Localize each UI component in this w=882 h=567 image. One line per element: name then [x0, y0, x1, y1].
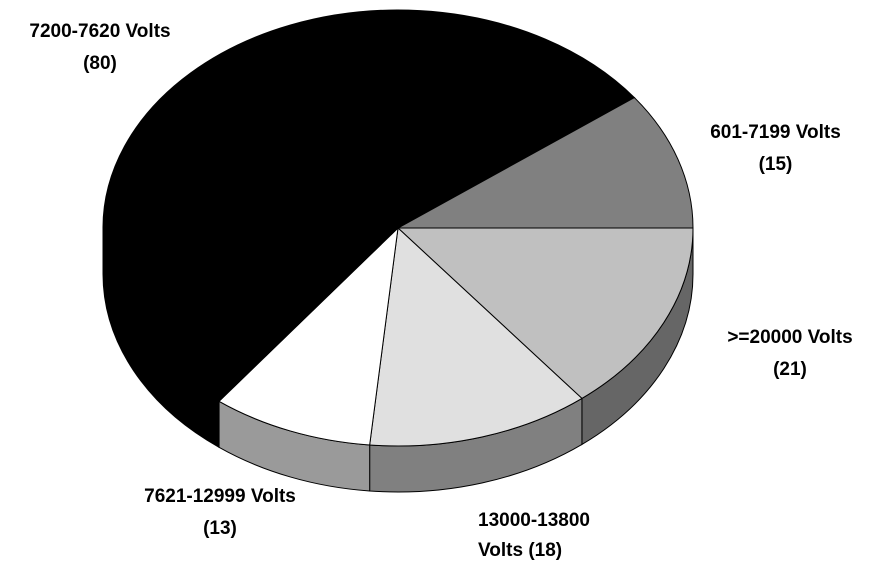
- slice-label: 13000-13800 Volts (18): [478, 506, 613, 566]
- value-label: (15): [758, 154, 793, 175]
- slice: [396, 227, 694, 400]
- slice: [102, 9, 636, 402]
- slice-label: 7621-12999 Volts (13): [120, 481, 320, 545]
- value-label: (21): [773, 359, 807, 380]
- category-label: >=20000 Volts: [727, 327, 853, 348]
- category-label: 601-7199 Volts: [710, 122, 841, 143]
- slice: [218, 226, 399, 446]
- category-label: 13000-13800 Volts: [478, 510, 590, 561]
- slice: [397, 96, 694, 229]
- category-label: 7200-7620 Volts: [29, 21, 171, 42]
- value-label: (18): [528, 540, 563, 561]
- value-label: (80): [83, 53, 117, 74]
- value-label: (13): [203, 518, 237, 539]
- category-label: 7621-12999 Volts: [144, 486, 296, 507]
- slice-label: 601-7199 Volts (15): [688, 117, 863, 181]
- slice-label: 7200-7620 Volts (80): [0, 16, 200, 80]
- slice: [369, 226, 583, 447]
- slice-label: >=20000 Volts (21): [700, 322, 880, 386]
